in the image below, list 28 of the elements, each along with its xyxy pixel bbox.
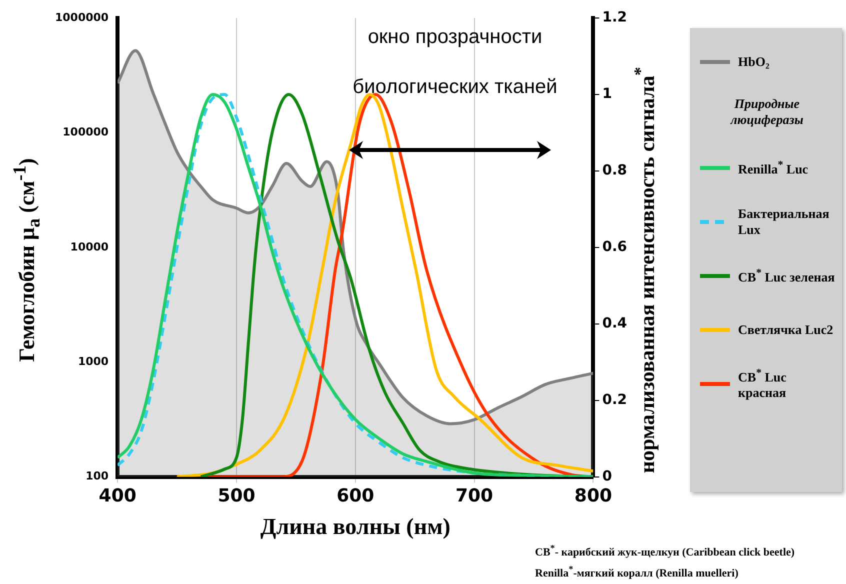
legend-label: CB$^{*}$ Luc красная bbox=[738, 366, 788, 402]
y-tick-label: 1000000 bbox=[55, 10, 109, 24]
y2-tick-label: 0 bbox=[602, 468, 612, 484]
legend-label: Renilla$^{*}$ Luc bbox=[738, 158, 808, 178]
y2-tick-label: 1 bbox=[602, 86, 612, 102]
y2-tick-label: 0.4 bbox=[602, 316, 628, 332]
y2-tick-label: 0.2 bbox=[602, 392, 628, 408]
y2-tick-label: 1.2 bbox=[602, 10, 628, 26]
x-tick-label: 400 bbox=[98, 485, 136, 506]
text: Renilla$^{*}$-мягкий коралл (Renilla muelleri) bbox=[535, 562, 740, 582]
legend-label: CB$^{*}$ Luc зеленая bbox=[738, 266, 835, 286]
x-tick-label: 500 bbox=[218, 485, 256, 506]
y-tick-label: 100000 bbox=[62, 126, 109, 139]
legend-label: Светлячка Luc2 bbox=[738, 322, 834, 338]
x-axis-title: Длина волны (нм) bbox=[260, 514, 450, 540]
legend-label: HbO₂ bbox=[738, 54, 770, 70]
y2-tick-label: 0.8 bbox=[602, 162, 628, 179]
y-tick-label: 10000 bbox=[70, 240, 109, 254]
y-tick-label: 100 bbox=[86, 470, 109, 483]
x-tick-label: 800 bbox=[574, 485, 612, 506]
x-tick-label: 700 bbox=[456, 485, 494, 506]
y-tick-label: 1000 bbox=[78, 354, 109, 368]
legend-title: Природные люциферазы bbox=[729, 96, 804, 128]
legend-label: Бактериальная Lux bbox=[738, 206, 830, 238]
text: окно прозрачности биологических тканей bbox=[352, 26, 558, 98]
x-tick-label: 600 bbox=[336, 485, 374, 506]
y2-tick-label: 0.6 bbox=[602, 239, 628, 256]
text: CB$^{*}$- карибский жук-щелкун (Caribbean click beetle) bbox=[535, 542, 795, 561]
